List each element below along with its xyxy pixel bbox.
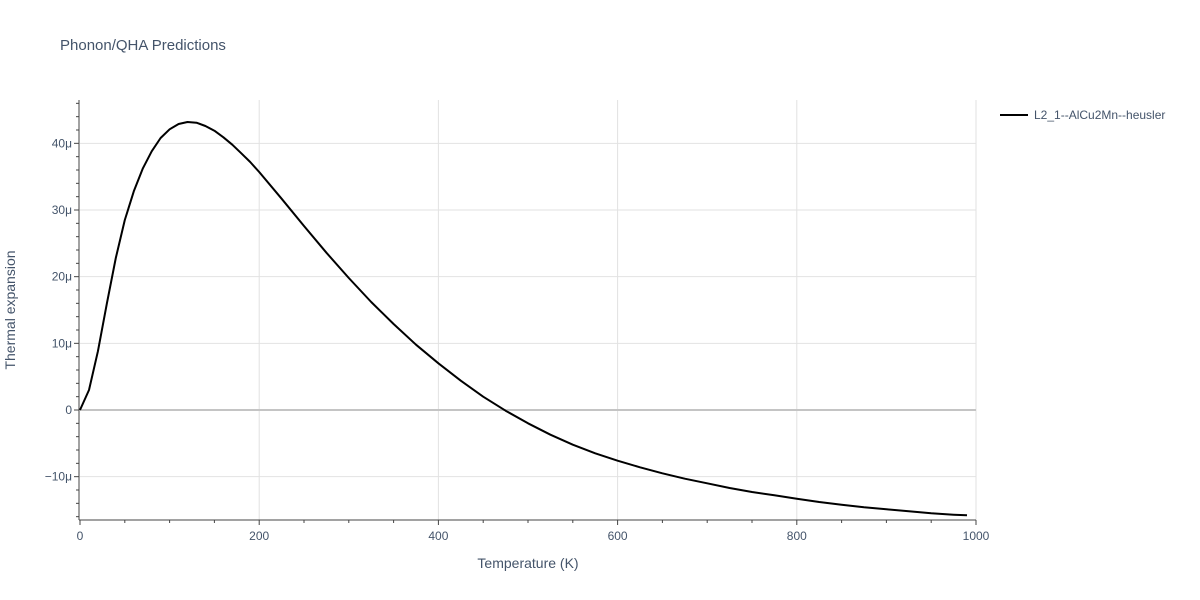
x-tick-label: 1000 xyxy=(963,529,990,543)
y-tick-label: 10μ xyxy=(52,336,72,350)
x-axis-title: Temperature (K) xyxy=(477,555,578,571)
x-tick-label: 600 xyxy=(608,529,628,543)
tick-label-layer: 0 200 400 600 800 1000 −10μ 0 10μ 20μ 30μ 40μ xyxy=(45,136,990,543)
x-tick-label: 800 xyxy=(787,529,807,543)
legend[interactable]: L2_1--AlCu2Mn--heusler xyxy=(1000,108,1165,122)
axes-layer xyxy=(74,100,977,525)
legend-label: L2_1--AlCu2Mn--heusler xyxy=(1034,108,1165,122)
y-tick-label: 40μ xyxy=(52,136,72,150)
series-line[interactable] xyxy=(79,121,968,517)
x-tick-label: 0 xyxy=(77,529,84,543)
x-tick-label: 400 xyxy=(428,529,448,543)
series-layer xyxy=(79,121,968,517)
y-tick-label: −10μ xyxy=(45,470,72,484)
chart-title: Phonon/QHA Predictions xyxy=(60,37,226,54)
y-tick-label: 0 xyxy=(65,403,72,417)
x-tick-label: 200 xyxy=(249,529,269,543)
y-axis-title: Thermal expansion xyxy=(2,250,18,369)
y-tick-label: 30μ xyxy=(52,203,72,217)
y-tick-label: 20μ xyxy=(52,270,72,284)
